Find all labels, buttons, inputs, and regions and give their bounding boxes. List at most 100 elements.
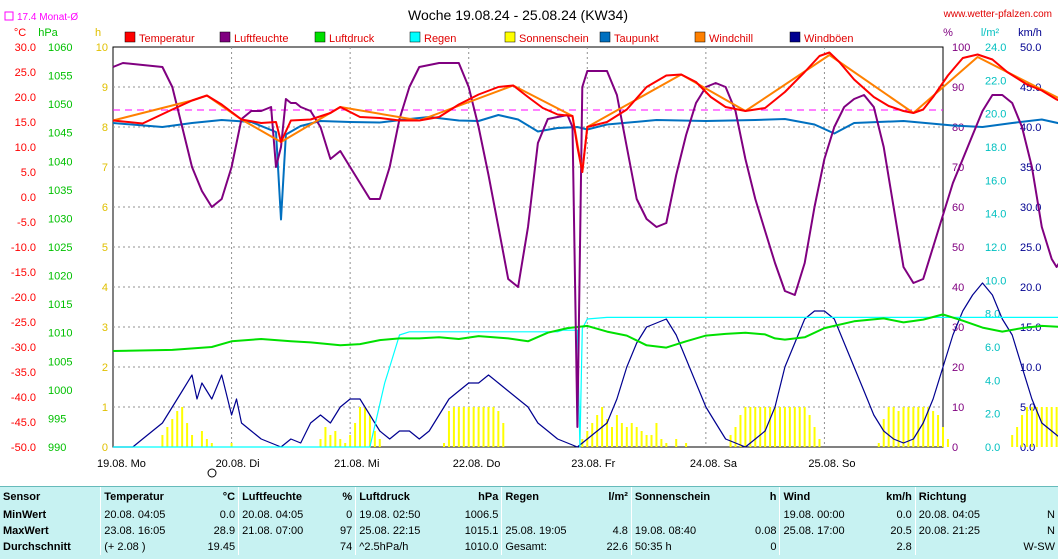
sun-bar-88 (937, 415, 940, 447)
monthly-avg-label: 17.4 Monat-Ø (17, 12, 78, 23)
stats-cell: 0.08 (755, 525, 777, 537)
stats-cell: 20.08. 04:05 (100, 507, 193, 523)
stats-header-cell: Sensor (3, 491, 41, 503)
stats-cell (742, 507, 780, 523)
x-label-6: 25.08. So (808, 458, 855, 470)
sun-bar-89 (942, 427, 944, 447)
tick-rain-0: 24.0 (985, 42, 1006, 54)
sun-bar-48 (635, 427, 638, 447)
sun-bar-24 (443, 443, 446, 447)
monthly-avg-legend-icon (4, 11, 14, 21)
tick-press-13: 995 (48, 413, 66, 425)
tick-press-3: 1045 (48, 128, 72, 140)
sun-bar-44 (615, 415, 618, 447)
tick-wind-2: 40.0 (1020, 122, 1041, 134)
sun-bar-67 (778, 407, 781, 447)
tick-sun-3: 7 (102, 162, 108, 174)
sun-bar-4 (181, 407, 184, 447)
legend-swatch-3 (409, 31, 421, 43)
plot-area (112, 51, 1058, 448)
sun-bar-30 (472, 407, 475, 447)
stats-cell: N (1047, 525, 1055, 537)
x-label-0: 19.08. Mo (97, 458, 146, 470)
stats-cell: Gesamt: (501, 539, 594, 555)
sun-bar-68 (783, 407, 786, 447)
legend-swatch-5 (599, 31, 611, 43)
stats-cell: (+ 2.08 ) (100, 539, 193, 555)
stats-header-cell: Wind (779, 487, 872, 507)
sun-bar-58 (734, 427, 737, 447)
stats-header-cell: °C (222, 491, 236, 503)
tick-rain-3: 18.0 (985, 142, 1006, 154)
tick-rain-4: 16.0 (985, 175, 1006, 187)
sun-bar-94 (1025, 407, 1028, 447)
sun-bar-82 (907, 407, 910, 447)
sun-bar-50 (645, 435, 648, 447)
tick-temp-14: -40.0 (11, 392, 36, 404)
stats-cell: 25.08. 22:15 (355, 523, 448, 539)
stats-row-avg: Durchschnitt (+ 2.08 ) 19.45 74 ^2.5hPa/h 101… (0, 539, 1058, 555)
sun-bar-31 (477, 407, 480, 447)
series-line-windchill (112, 54, 1058, 173)
tick-temp-15: -45.0 (11, 417, 36, 429)
sun-bar-78 (887, 407, 890, 447)
axis-units: °C hPa h% l/m² km/h (14, 27, 1042, 39)
tick-temp-9: -15.0 (11, 267, 36, 279)
tick-wind-0: 50.0 (1020, 42, 1041, 54)
sun-bar-87 (932, 411, 935, 447)
series-line-luftdruck (112, 313, 1058, 352)
sun-bar-16 (344, 443, 347, 447)
tick-sun-7: 3 (102, 322, 108, 334)
legend-swatch-4 (504, 31, 516, 43)
tick-press-7: 1025 (48, 242, 72, 254)
stats-cell (779, 539, 872, 555)
legend-swatch-7 (789, 31, 801, 43)
sun-bar-46 (625, 427, 628, 447)
tick-temp-8: -10.0 (11, 242, 36, 254)
sun-bar-63 (759, 407, 762, 447)
tick-sun-8: 2 (102, 362, 108, 374)
legend-label-3: Regen (424, 33, 456, 45)
tick-rain-9: 6.0 (985, 342, 1000, 354)
cursor-marker[interactable] (207, 468, 217, 478)
stats-cell: 25.08. 19:05 (501, 523, 594, 539)
tick-rain-12: 0.0 (985, 442, 1000, 454)
tick-rain-8: 8.0 (985, 309, 1000, 321)
stats-cell: 97 (339, 525, 353, 537)
tick-press-14: 990 (48, 442, 66, 454)
axis-ticks: 30.025.020.015.010.05.00.0-5.0-10.0-15.0… (11, 42, 1042, 454)
axis-unit-0: °C (14, 27, 26, 39)
tick-rain-11: 2.0 (985, 409, 1000, 421)
sun-bar-27 (457, 407, 460, 447)
sun-bar-72 (803, 407, 806, 447)
tick-temp-3: 15.0 (15, 117, 36, 129)
sun-bar-17 (349, 435, 352, 447)
sun-bar-61 (749, 407, 752, 447)
sun-bar-26 (452, 407, 455, 447)
legend-swatch-1 (219, 31, 231, 43)
sun-bar-3 (176, 411, 179, 447)
sun-bar-49 (640, 431, 643, 447)
tick-press-6: 1030 (48, 213, 72, 225)
sun-bar-84 (917, 407, 920, 447)
tick-wind-5: 25.0 (1020, 242, 1041, 254)
sun-bar-62 (754, 407, 757, 447)
stats-cell: 20.08. 21:25 (914, 523, 1008, 539)
tick-temp-7: -5.0 (17, 217, 36, 229)
axis-unit-5: km/h (1018, 27, 1042, 39)
sun-bar-64 (764, 407, 767, 447)
stats-cell (630, 507, 743, 523)
sun-bar-76 (877, 443, 880, 447)
stats-cell: 0 (770, 541, 777, 553)
stats-header-cell: Regen (501, 487, 594, 507)
sun-bar-35 (497, 411, 500, 447)
tick-press-0: 1060 (48, 42, 72, 54)
axis-unit-3: % (943, 27, 953, 39)
site-link[interactable]: www.wetter-pfalzen.com (943, 9, 1052, 20)
tick-rain-2: 20.0 (985, 109, 1006, 121)
sun-bar-22 (373, 431, 376, 447)
sun-bar-45 (620, 423, 623, 447)
stats-row-label: Durchschnitt (3, 541, 71, 553)
stats-header-cell: h (769, 491, 777, 503)
sun-bar-34 (492, 407, 495, 447)
